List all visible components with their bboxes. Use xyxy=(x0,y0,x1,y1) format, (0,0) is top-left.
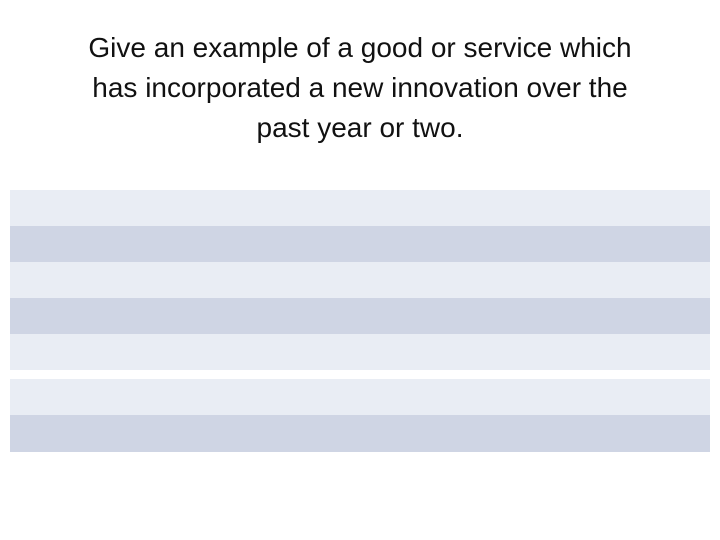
table-row xyxy=(10,262,710,298)
title-line: past year or two. xyxy=(256,112,464,143)
table-row xyxy=(10,190,710,226)
table-row xyxy=(10,334,710,370)
table-row xyxy=(10,415,710,452)
table-row xyxy=(10,298,710,334)
table-row xyxy=(10,379,710,415)
table-row xyxy=(10,226,710,262)
title-line: Give an example of a good or service whi… xyxy=(88,32,632,63)
title-line: has incorporated a new innovation over t… xyxy=(92,72,628,103)
slide-title: Give an example of a good or service whi… xyxy=(0,28,720,148)
